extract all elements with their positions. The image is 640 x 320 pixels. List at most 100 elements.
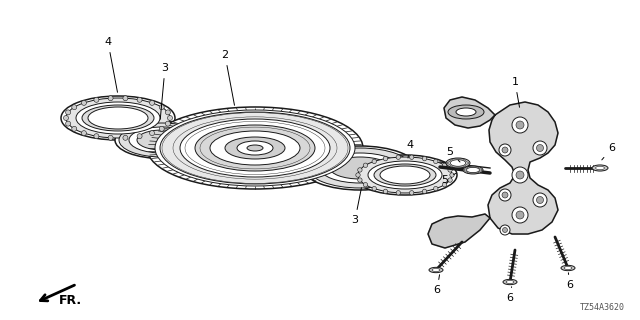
Circle shape (372, 159, 376, 164)
Text: 4: 4 (104, 37, 118, 92)
Circle shape (512, 207, 528, 223)
Text: 6: 6 (602, 143, 616, 160)
Circle shape (512, 167, 528, 183)
Circle shape (94, 134, 99, 139)
Text: 6: 6 (566, 273, 573, 290)
Circle shape (358, 178, 362, 182)
Ellipse shape (330, 157, 390, 179)
Polygon shape (444, 97, 495, 128)
Circle shape (72, 126, 77, 131)
Circle shape (123, 96, 128, 101)
Circle shape (159, 126, 164, 131)
Circle shape (137, 134, 142, 139)
Ellipse shape (506, 280, 514, 284)
Ellipse shape (456, 108, 476, 116)
Circle shape (516, 121, 524, 129)
Ellipse shape (147, 107, 363, 189)
Ellipse shape (129, 127, 195, 153)
Ellipse shape (368, 161, 442, 189)
Text: 6: 6 (433, 275, 440, 295)
Ellipse shape (561, 265, 575, 271)
Circle shape (448, 178, 452, 182)
Ellipse shape (320, 153, 400, 183)
Circle shape (159, 105, 164, 110)
Circle shape (383, 156, 388, 161)
Circle shape (450, 173, 454, 177)
Circle shape (165, 121, 170, 126)
Circle shape (383, 189, 388, 194)
Circle shape (364, 163, 367, 167)
Circle shape (502, 192, 508, 198)
Circle shape (410, 155, 414, 159)
Ellipse shape (247, 145, 263, 151)
Circle shape (442, 182, 447, 187)
Circle shape (123, 135, 128, 140)
Circle shape (499, 144, 511, 156)
Circle shape (81, 100, 86, 105)
Circle shape (81, 131, 86, 136)
Circle shape (137, 97, 142, 102)
Text: 2: 2 (221, 50, 234, 105)
Ellipse shape (374, 164, 436, 186)
Ellipse shape (88, 107, 148, 129)
Text: 1: 1 (511, 77, 520, 107)
Circle shape (442, 163, 447, 167)
Ellipse shape (115, 122, 209, 158)
Polygon shape (428, 214, 490, 248)
Ellipse shape (119, 123, 205, 157)
Ellipse shape (61, 96, 175, 140)
Circle shape (422, 189, 427, 194)
Ellipse shape (225, 137, 285, 159)
Ellipse shape (432, 268, 440, 272)
Circle shape (502, 147, 508, 153)
Ellipse shape (180, 119, 330, 177)
Ellipse shape (76, 102, 160, 134)
Ellipse shape (303, 146, 417, 190)
Circle shape (533, 193, 547, 207)
Circle shape (358, 168, 362, 172)
Text: 3: 3 (351, 188, 362, 225)
Ellipse shape (137, 130, 187, 150)
Circle shape (500, 225, 510, 235)
Ellipse shape (155, 110, 355, 186)
Ellipse shape (448, 105, 484, 119)
Ellipse shape (358, 157, 452, 193)
Circle shape (66, 121, 70, 126)
Circle shape (410, 191, 414, 195)
Ellipse shape (195, 125, 315, 171)
Ellipse shape (237, 141, 273, 155)
Circle shape (512, 117, 528, 133)
Ellipse shape (463, 166, 483, 174)
Text: 6: 6 (506, 287, 513, 303)
Ellipse shape (353, 155, 457, 195)
Circle shape (448, 168, 452, 172)
Circle shape (499, 189, 511, 201)
Ellipse shape (596, 166, 604, 170)
Circle shape (72, 105, 77, 110)
Ellipse shape (564, 267, 572, 269)
Circle shape (63, 116, 68, 121)
Circle shape (396, 155, 401, 159)
Circle shape (433, 159, 438, 164)
Circle shape (536, 145, 543, 151)
Text: 5: 5 (447, 147, 460, 162)
Ellipse shape (467, 167, 479, 172)
Text: TZ54A3620: TZ54A3620 (580, 303, 625, 312)
Ellipse shape (66, 98, 170, 138)
Circle shape (516, 171, 524, 179)
Circle shape (364, 182, 367, 187)
Circle shape (150, 131, 154, 136)
Circle shape (168, 116, 173, 121)
Ellipse shape (210, 131, 300, 165)
Circle shape (356, 173, 360, 177)
Ellipse shape (429, 267, 443, 273)
Ellipse shape (160, 112, 350, 184)
Ellipse shape (503, 279, 517, 285)
Ellipse shape (450, 160, 466, 166)
Circle shape (108, 96, 113, 101)
Circle shape (396, 191, 401, 195)
Circle shape (516, 211, 524, 219)
Text: 3: 3 (160, 63, 168, 119)
Circle shape (536, 196, 543, 204)
Text: FR.: FR. (59, 294, 82, 307)
